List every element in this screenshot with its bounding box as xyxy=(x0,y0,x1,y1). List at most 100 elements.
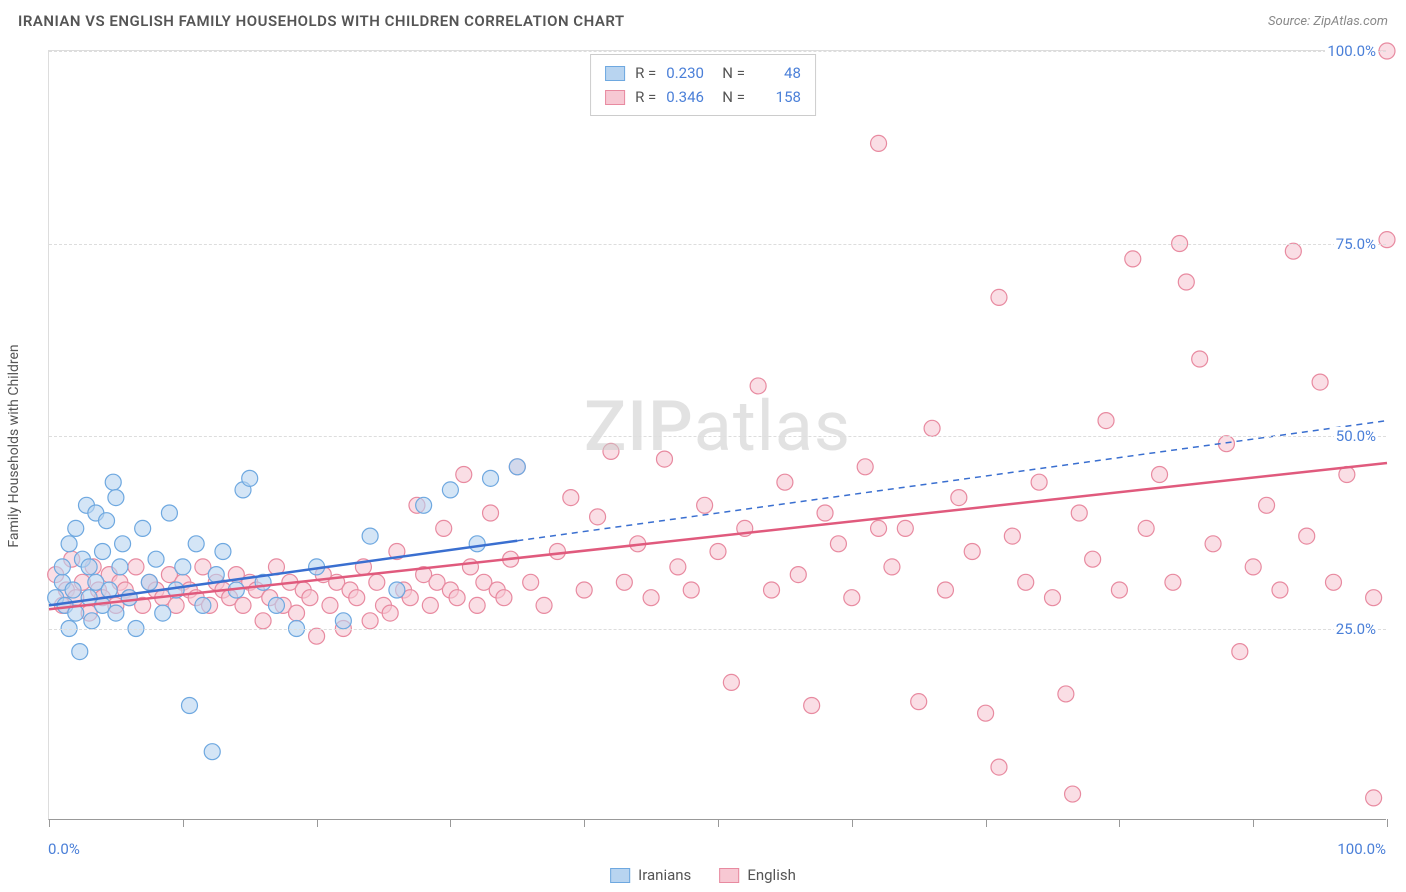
data-point xyxy=(84,613,100,629)
data-point xyxy=(576,582,592,598)
x-tick xyxy=(317,819,318,827)
n-value-iranians: 48 xyxy=(755,61,801,85)
data-point xyxy=(924,420,940,436)
data-point xyxy=(255,613,271,629)
x-tick xyxy=(852,819,853,827)
data-point xyxy=(181,698,197,714)
data-point xyxy=(422,597,438,613)
data-point xyxy=(268,597,284,613)
y-tick-label: 100.0% xyxy=(1325,42,1378,60)
data-point xyxy=(509,459,525,475)
data-point xyxy=(1192,351,1208,367)
data-point xyxy=(830,536,846,552)
data-point xyxy=(442,482,458,498)
x-tick xyxy=(183,819,184,827)
data-point xyxy=(215,544,231,560)
data-point xyxy=(1379,232,1395,248)
x-tick xyxy=(1119,819,1120,827)
data-point xyxy=(523,574,539,590)
x-tick xyxy=(49,819,50,827)
data-point xyxy=(764,582,780,598)
correlation-legend: R = 0.230 N = 48 R = 0.346 N = 158 xyxy=(590,54,816,116)
data-point xyxy=(302,590,318,606)
data-point xyxy=(1218,436,1234,452)
data-point xyxy=(897,520,913,536)
data-point xyxy=(61,536,77,552)
trend-line-extrapolated xyxy=(517,421,1387,541)
data-point xyxy=(449,590,465,606)
swatch-english-icon xyxy=(719,868,739,883)
data-point xyxy=(1272,582,1288,598)
data-point xyxy=(195,597,211,613)
data-point xyxy=(964,544,980,560)
data-point xyxy=(670,559,686,575)
legend-label-english: English xyxy=(747,866,796,884)
data-point xyxy=(456,467,472,483)
data-point xyxy=(1232,644,1248,660)
legend-label-iranians: Iranians xyxy=(638,866,691,884)
data-point xyxy=(483,470,499,486)
data-point xyxy=(309,628,325,644)
x-tick xyxy=(1387,819,1388,827)
data-point xyxy=(483,505,499,521)
data-point xyxy=(871,135,887,151)
data-point xyxy=(1312,374,1328,390)
data-point xyxy=(161,505,177,521)
data-point xyxy=(135,520,151,536)
x-tick xyxy=(584,819,585,827)
legend-item-english: English xyxy=(719,866,796,884)
data-point xyxy=(697,497,713,513)
data-point xyxy=(289,605,305,621)
data-point xyxy=(683,582,699,598)
data-point xyxy=(1138,520,1154,536)
data-point xyxy=(95,544,111,560)
data-point xyxy=(536,597,552,613)
data-point xyxy=(1366,590,1382,606)
data-point xyxy=(322,597,338,613)
legend-row-iranians: R = 0.230 N = 48 xyxy=(605,61,801,85)
data-point xyxy=(549,544,565,560)
y-tick-label: 75.0% xyxy=(1334,235,1378,253)
data-point xyxy=(469,597,485,613)
data-point xyxy=(1065,786,1081,802)
data-point xyxy=(54,559,70,575)
data-point xyxy=(1152,467,1168,483)
x-axis-max-label: 100.0% xyxy=(1337,840,1386,858)
data-point xyxy=(991,289,1007,305)
y-tick-label: 25.0% xyxy=(1334,620,1378,638)
x-tick xyxy=(986,819,987,827)
x-axis-min-label: 0.0% xyxy=(48,840,80,858)
scatter-chart: ZIPatlas 25.0%50.0%75.0%100.0% xyxy=(48,50,1386,820)
data-point xyxy=(978,705,994,721)
data-point xyxy=(1031,474,1047,490)
data-point xyxy=(710,544,726,560)
data-point xyxy=(335,613,351,629)
data-point xyxy=(871,520,887,536)
gridline xyxy=(49,436,1386,437)
data-point xyxy=(1325,574,1341,590)
data-point xyxy=(1125,251,1141,267)
data-point xyxy=(750,378,766,394)
data-point xyxy=(1245,559,1261,575)
data-point xyxy=(1058,686,1074,702)
data-point xyxy=(362,613,378,629)
data-point xyxy=(105,474,121,490)
legend-row-english: R = 0.346 N = 158 xyxy=(605,85,801,109)
data-point xyxy=(155,605,171,621)
r-value-english: 0.346 xyxy=(666,85,712,109)
data-point xyxy=(590,509,606,525)
data-point xyxy=(115,536,131,552)
data-point xyxy=(1259,497,1275,513)
data-point xyxy=(777,474,793,490)
data-point xyxy=(723,674,739,690)
y-tick-label: 50.0% xyxy=(1334,427,1378,445)
data-point xyxy=(911,694,927,710)
gridline xyxy=(49,244,1386,245)
data-point xyxy=(884,559,900,575)
data-point xyxy=(857,459,873,475)
data-point xyxy=(1366,790,1382,806)
data-point xyxy=(362,528,378,544)
data-point xyxy=(175,559,191,575)
swatch-iranians xyxy=(605,66,625,81)
swatch-english xyxy=(605,90,625,105)
